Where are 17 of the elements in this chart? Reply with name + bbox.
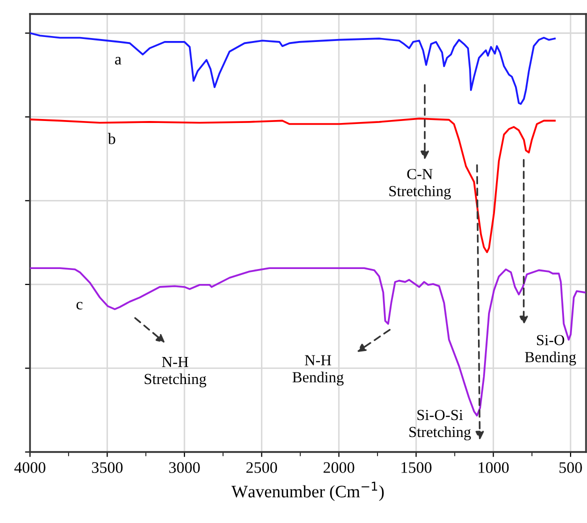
x-tick-label: 2500 bbox=[246, 462, 278, 473]
x-tick-label: 500 bbox=[560, 462, 582, 473]
x-axis-title: Wavenumber (Cm$^{−1}$) bbox=[231, 482, 384, 501]
annotation: N-H Stretching bbox=[144, 356, 206, 388]
annotation: C-N Stretching bbox=[389, 168, 451, 200]
x-tick-label: 3500 bbox=[92, 462, 123, 473]
x-tick-label: 3000 bbox=[169, 462, 200, 473]
series-label: a bbox=[115, 56, 122, 65]
x-tick-label: 4000 bbox=[14, 462, 46, 473]
annotation: Si-O-Si Stretching bbox=[409, 410, 471, 440]
annotation: N-H Bending bbox=[292, 355, 344, 386]
x-tick-label: 1500 bbox=[402, 462, 432, 473]
series-label: b bbox=[108, 132, 116, 144]
x-tick-label: 1000 bbox=[478, 462, 509, 473]
x-tick-label: 2000 bbox=[324, 462, 354, 473]
annotation: Si-O Bending bbox=[524, 334, 576, 366]
series-label: c bbox=[76, 302, 82, 310]
